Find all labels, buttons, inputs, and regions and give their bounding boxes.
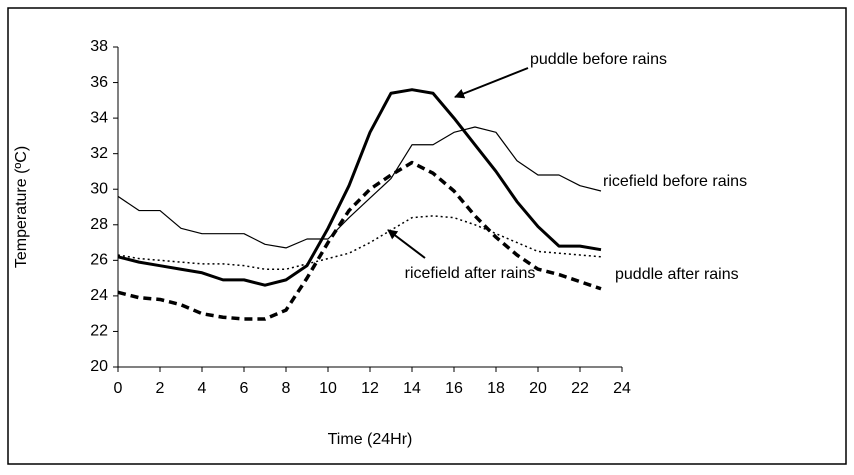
x-tick-label: 4 (198, 380, 207, 397)
series-label: puddle after rains (615, 266, 739, 283)
x-tick-label: 12 (361, 380, 379, 397)
x-tick-label: 14 (403, 380, 421, 397)
series-line (117, 215, 602, 270)
x-tick-label: 22 (571, 380, 589, 397)
y-tick-label: 20 (90, 358, 108, 375)
y-tick-label: 32 (90, 145, 108, 162)
x-tick-label: 24 (613, 380, 631, 397)
y-tick-label: 36 (90, 74, 108, 91)
x-tick-label: 8 (282, 380, 291, 397)
y-tick-label: 26 (90, 252, 108, 269)
y-tick-label: 22 (90, 323, 108, 340)
series-line (117, 160, 602, 321)
series-label: ricefield after rains (405, 265, 536, 282)
y-tick-label: 34 (90, 109, 108, 126)
x-tick-label: 0 (114, 380, 123, 397)
arrow (454, 67, 529, 99)
y-tick-label: 28 (90, 216, 108, 233)
y-tick-label: 38 (90, 38, 108, 55)
x-axis-label: Time (24Hr) (328, 431, 413, 448)
y-axis-label: Temperature (ºC) (13, 146, 30, 268)
series-label: ricefield before rains (603, 173, 747, 190)
series-line (117, 126, 602, 249)
y-tick-label: 30 (90, 180, 108, 197)
series-label: puddle before rains (530, 51, 667, 68)
arrow (387, 229, 426, 259)
y-tick-label: 24 (90, 287, 108, 304)
frame (7, 7, 847, 465)
x-tick-label: 16 (445, 380, 463, 397)
series-line (117, 88, 602, 287)
x-tick-label: 2 (156, 380, 165, 397)
x-tick-label: 18 (487, 380, 505, 397)
x-tick-label: 10 (319, 380, 337, 397)
x-tick-label: 20 (529, 380, 547, 397)
x-tick-label: 6 (240, 380, 249, 397)
